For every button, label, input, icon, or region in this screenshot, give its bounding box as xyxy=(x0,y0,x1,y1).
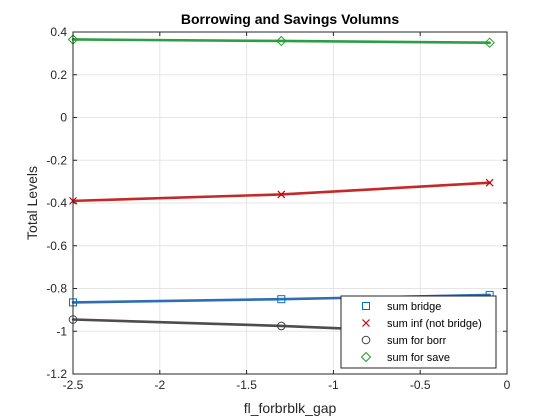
x-tick-label: -2.5 xyxy=(63,378,84,392)
x-tick-label: -1.5 xyxy=(236,378,257,392)
data-point xyxy=(277,321,286,331)
legend-item: sum for save xyxy=(360,351,450,364)
legend-item: sum for borr xyxy=(361,335,447,347)
y-tick-label: -1 xyxy=(56,324,67,338)
data-point xyxy=(277,190,286,199)
data-point xyxy=(485,178,494,187)
y-tick-label: -0.8 xyxy=(46,282,67,296)
chart-title: Borrowing and Savings Volumns xyxy=(181,11,400,27)
legend-item: sum bridge xyxy=(362,301,441,313)
legend: sum bridge sum inf (not bridge) sum for bo… xyxy=(340,295,497,369)
legend-box xyxy=(340,295,497,369)
y-tick-label: -0.2 xyxy=(46,153,67,167)
legend-label: sum for borr xyxy=(387,335,447,347)
x-tick-label: -2 xyxy=(154,378,165,392)
legend-label: sum inf (not bridge) xyxy=(387,318,482,330)
x-tick-label: -1 xyxy=(328,378,339,392)
y-tick-label: 0 xyxy=(60,111,67,125)
legend-label: sum for save xyxy=(387,352,450,364)
y-tick-label: 0.2 xyxy=(50,68,67,82)
legend-label: sum bridge xyxy=(387,301,441,313)
ticks: -2.5 -2 -1.5 -1 -0.5 0 -1.2 -1 -0.8 -0.6 -0.4 -0.2 0… xyxy=(46,25,510,392)
x-tick-label: -0.5 xyxy=(410,378,431,392)
data-point xyxy=(277,295,286,304)
y-axis-label: Total Levels xyxy=(24,166,40,240)
data-point xyxy=(484,37,495,48)
x-tick-label: 0 xyxy=(504,378,511,392)
series-line xyxy=(71,38,491,44)
legend-marker xyxy=(362,319,370,327)
legend-marker xyxy=(362,302,370,310)
y-tick-label: -0.4 xyxy=(46,196,67,210)
x-axis-label: fl_forbrblk_gap xyxy=(244,400,337,416)
legend-marker xyxy=(360,351,372,363)
legend-item: sum inf (not bridge) xyxy=(362,318,482,330)
y-tick-label: -1.2 xyxy=(46,367,67,381)
legend-marker xyxy=(361,335,371,345)
y-tick-label: -0.6 xyxy=(46,239,67,253)
y-tick-label: 0.4 xyxy=(50,25,67,39)
data-point xyxy=(276,35,287,47)
